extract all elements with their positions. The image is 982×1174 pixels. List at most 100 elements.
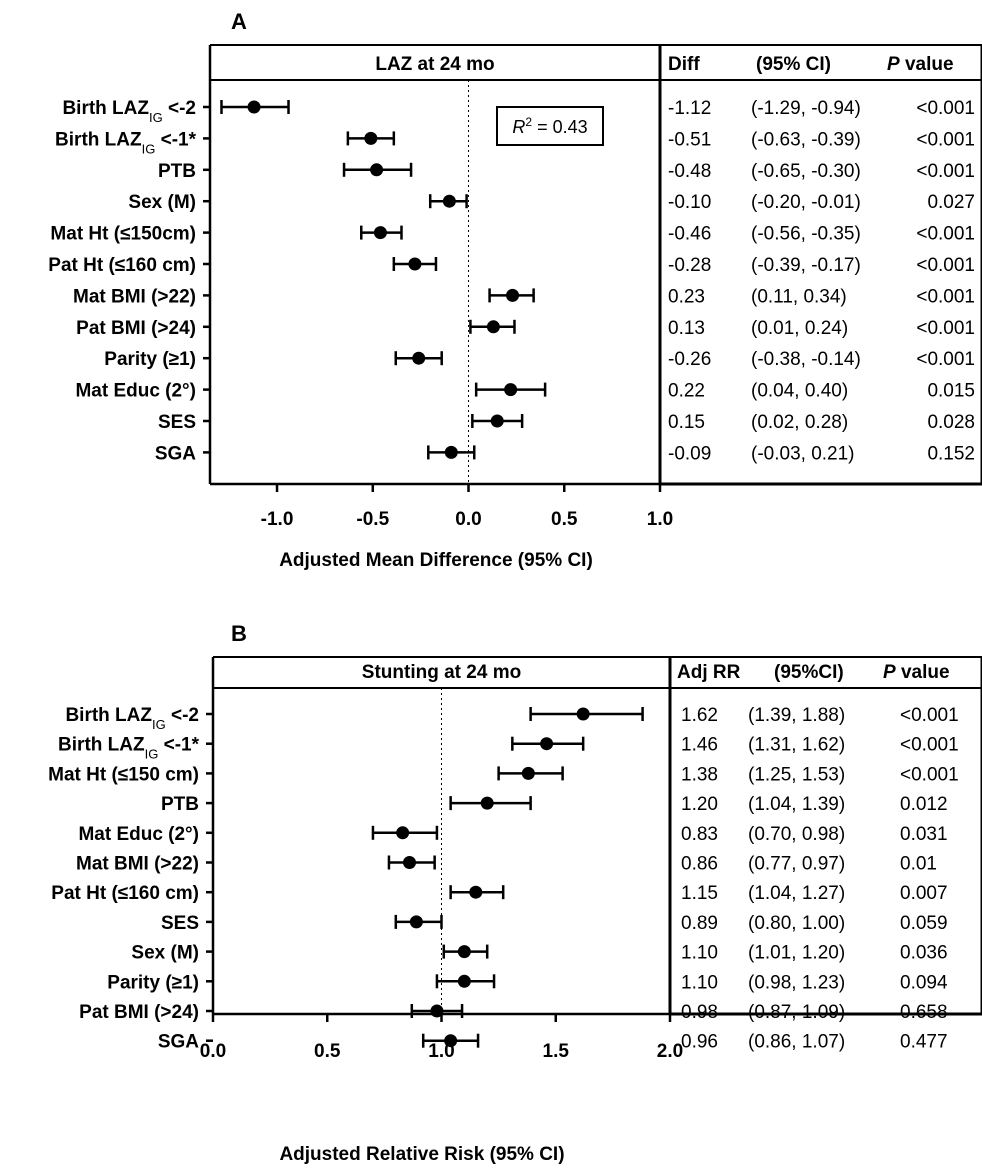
estimate-point [504, 383, 518, 397]
table-cell-0: 1.10 [681, 972, 718, 993]
estimate-point [444, 1034, 458, 1048]
row-label-main: Sex (M) [131, 943, 199, 964]
estimate-point [412, 351, 426, 365]
estimate-point [408, 257, 422, 271]
row-label: Mat Ht (≤150 cm) [48, 764, 199, 785]
row-label: Parity (≥1) [104, 349, 196, 370]
table-header-0: Diff [668, 54, 700, 75]
row-label: Pat BMI (>24) [79, 1002, 199, 1023]
table-cell-0: 0.23 [668, 286, 705, 307]
row-label-main: Birth LAZ [65, 705, 152, 726]
row-label: Sex (M) [131, 943, 199, 964]
table-cell-0: 1.38 [681, 764, 718, 785]
estimate-point [457, 974, 471, 988]
x-axis-title: Adjusted Relative Risk (95% CI) [279, 1144, 564, 1165]
table-cell-0: 1.10 [681, 943, 718, 964]
row-label: Pat BMI (>24) [76, 318, 196, 339]
table-cell-1: (0.86, 1.07) [748, 1032, 845, 1053]
row-label-main: Pat BMI (>24) [76, 318, 196, 339]
estimate-point [247, 100, 261, 114]
table-cell-2: 0.031 [900, 824, 948, 845]
table-cell-1: (0.98, 1.23) [748, 972, 845, 993]
estimate-point [373, 226, 387, 240]
x-tick-label: 1.0 [647, 509, 673, 530]
plot-title: Stunting at 24 mo [362, 662, 521, 683]
x-tick-label: 1.5 [543, 1041, 570, 1062]
estimate-point [403, 856, 417, 869]
row-label-suffix: <-2 [166, 705, 199, 726]
table-cell-0: -0.46 [668, 224, 711, 245]
estimate-point [396, 826, 410, 840]
table-cell-0: -1.12 [668, 98, 711, 119]
panel-a: A LAZ at 24 mo Diff (95% CI) P value R2 = 0.4… [48, 9, 982, 571]
table-cell-0: 0.96 [681, 1032, 718, 1053]
estimate-point [370, 163, 384, 177]
row-label-main: Pat Ht (≤160 cm) [48, 255, 196, 276]
estimate-point [442, 194, 456, 208]
table-cell-1: (1.01, 1.20) [748, 943, 845, 964]
table-cell-2: <0.001 [916, 318, 975, 339]
x-tick-label: 0.5 [551, 509, 578, 530]
table-cell-0: 1.46 [681, 735, 718, 756]
table-cell-2: 0.012 [900, 794, 948, 815]
row-label-sub: IG [145, 746, 159, 761]
row-label-main: PTB [161, 794, 199, 815]
row-label-main: Mat Educ (2°) [78, 824, 199, 845]
estimate-point [490, 414, 504, 428]
panel-letter: A [231, 9, 247, 34]
table-cell-0: -0.10 [668, 192, 711, 213]
table-cell-2: 0.036 [900, 943, 948, 964]
table-cell-1: (1.39, 1.88) [748, 705, 845, 726]
row-label-suffix: <-2 [163, 98, 196, 119]
table-cell-2: <0.001 [900, 705, 959, 726]
estimate-point [506, 288, 520, 302]
row-label: Pat Ht (≤160 cm) [51, 883, 199, 904]
table-cell-1: (-0.65, -0.30) [751, 161, 861, 182]
estimate-point [430, 1004, 444, 1018]
table-header-pvalue: P value [887, 54, 954, 75]
table-cell-2: 0.015 [927, 381, 975, 402]
table-cell-0: 0.13 [668, 318, 705, 339]
row-label: Pat Ht (≤160 cm) [48, 255, 196, 276]
row-label: Mat Educ (2°) [75, 381, 196, 402]
row-label-suffix: <-1* [155, 129, 196, 150]
row-label-main: Mat BMI (>22) [73, 286, 196, 307]
table-cell-1: (-0.39, -0.17) [751, 255, 861, 276]
row-label-main: SGA [155, 443, 196, 464]
row-label-main: Pat Ht (≤160 cm) [51, 883, 199, 904]
table-header-pvalue: P value [883, 662, 950, 683]
row-label-sub: IG [149, 110, 163, 125]
row-label-main: Mat BMI (>22) [76, 854, 199, 875]
table-cell-0: 0.15 [668, 412, 705, 433]
estimate-point [521, 766, 535, 780]
table-cell-1: (1.04, 1.39) [748, 794, 845, 815]
estimate-point [486, 320, 500, 334]
table-header-0: Adj RR [677, 662, 741, 683]
table-cell-2: <0.001 [900, 735, 959, 756]
table-cell-1: (-0.56, -0.35) [751, 224, 861, 245]
x-tick-label: 0.0 [200, 1041, 226, 1062]
table-cell-2: <0.001 [916, 161, 975, 182]
row-label: Birth LAZIG <-1* [55, 129, 197, 156]
row-label-main: Birth LAZ [62, 98, 149, 119]
table-cell-2: 0.027 [927, 192, 975, 213]
table-cell-0: -0.51 [668, 129, 711, 150]
estimate-point [457, 945, 471, 959]
table-cell-1: (0.02, 0.28) [751, 412, 848, 433]
row-label-main: SES [158, 412, 196, 433]
table-cell-1: (-0.63, -0.39) [751, 129, 861, 150]
row-label: SES [158, 412, 196, 433]
table-cell-0: 0.86 [681, 854, 718, 875]
table-cell-0: 0.83 [681, 824, 718, 845]
table-cell-1: (-1.29, -0.94) [751, 98, 861, 119]
table-cell-1: (1.31, 1.62) [748, 735, 845, 756]
p-italic: P [887, 54, 900, 75]
table-cell-2: 0.094 [900, 972, 948, 993]
r2-r: R [512, 117, 525, 137]
estimate-point [444, 445, 458, 459]
table-cell-1: (-0.03, 0.21) [751, 443, 855, 464]
row-label-main: Birth LAZ [55, 129, 142, 150]
table-cell-0: -0.48 [668, 161, 711, 182]
estimate-point [540, 737, 554, 751]
table-cell-2: 0.028 [927, 412, 975, 433]
